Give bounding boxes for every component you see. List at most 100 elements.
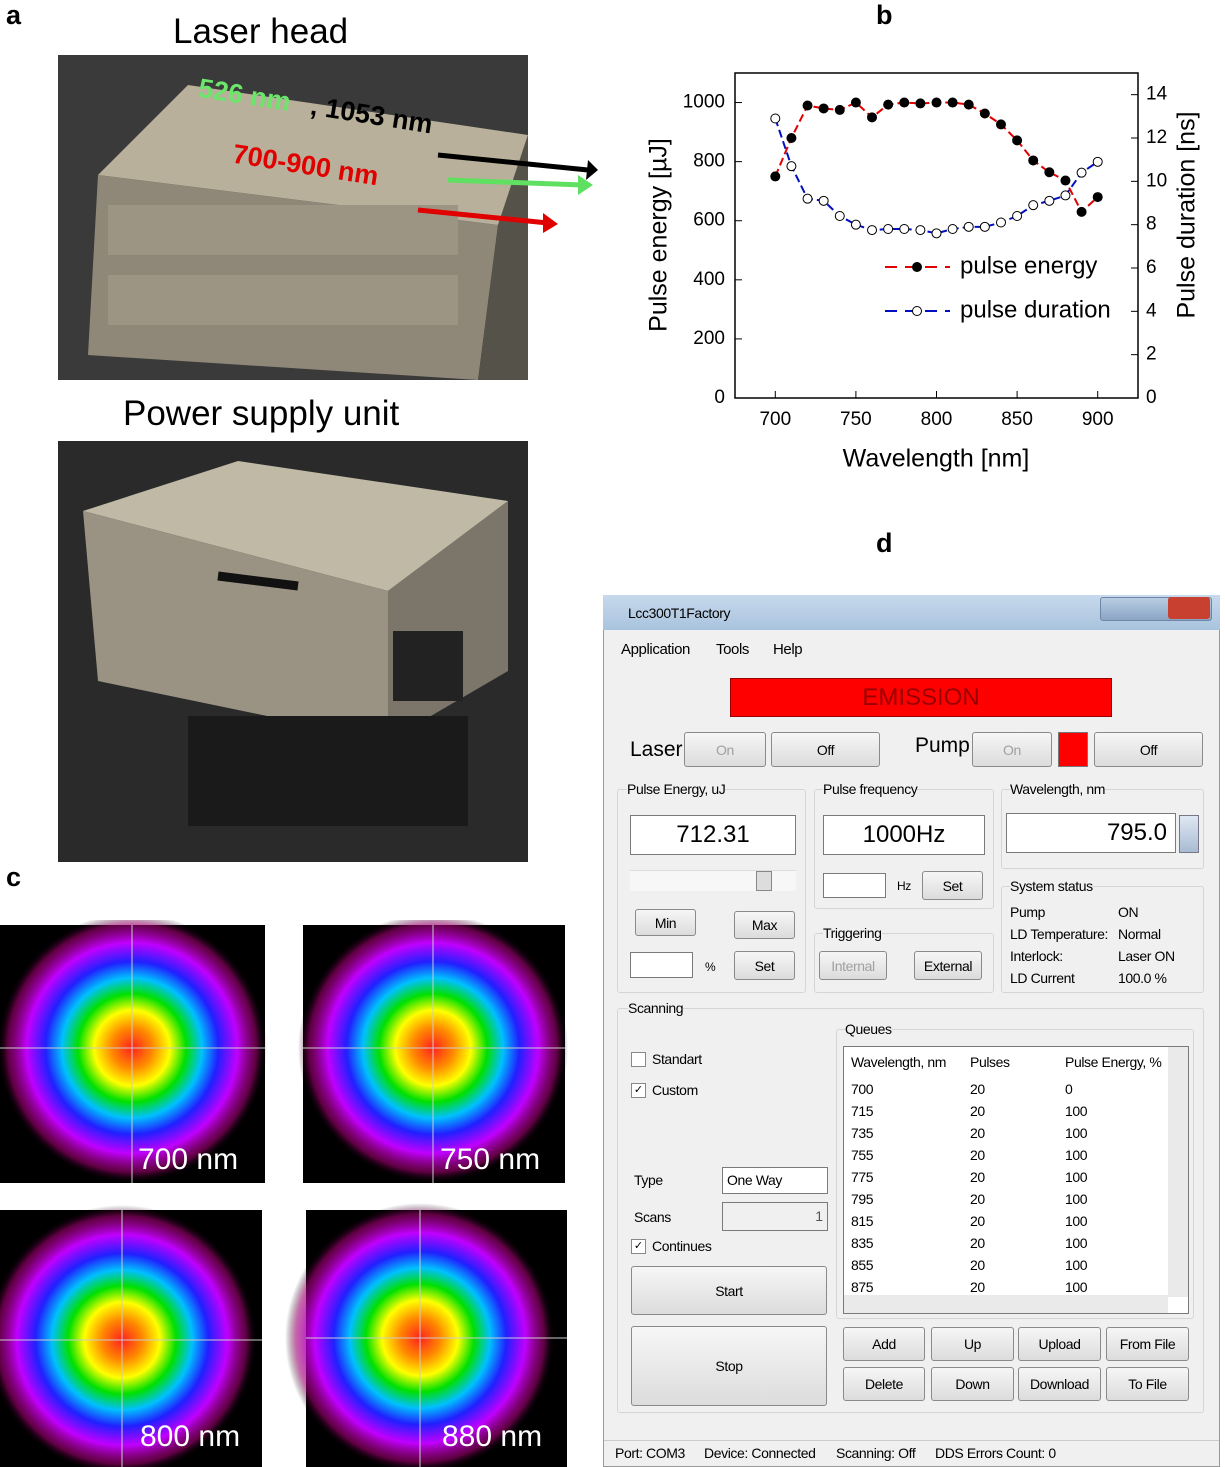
checkbox-checked[interactable]: ✓ — [631, 1083, 646, 1098]
pump-on-button[interactable]: On — [972, 732, 1052, 767]
marker — [850, 97, 861, 108]
marker — [1044, 195, 1055, 206]
table-cell: 875 — [851, 1279, 874, 1295]
menu-item[interactable]: Help — [773, 641, 803, 658]
marker — [899, 97, 910, 108]
marker — [802, 193, 813, 204]
status-value: Laser ON — [1118, 948, 1175, 964]
set-button[interactable]: Set — [734, 951, 795, 980]
external-button[interactable]: External — [914, 951, 982, 980]
marker — [979, 221, 990, 232]
queue-button[interactable]: Upload — [1018, 1327, 1101, 1361]
table-cell: 775 — [851, 1169, 874, 1185]
group-box — [836, 1029, 1194, 1319]
min-button[interactable]: Min — [635, 909, 696, 936]
marker — [1044, 167, 1055, 178]
column-header: Pulses — [970, 1054, 1010, 1070]
x-axis-label: Wavelength [nm] — [843, 445, 1030, 473]
stop-button[interactable]: Stop — [631, 1326, 827, 1406]
y-tick-label: 800 — [693, 151, 725, 172]
menu-item[interactable]: Tools — [716, 641, 750, 658]
table-cell: 0 — [1065, 1081, 1073, 1097]
beam-caption: 750 nm — [440, 1143, 541, 1176]
slider[interactable] — [630, 870, 796, 891]
scrollbar[interactable] — [1168, 1047, 1188, 1297]
series-line — [774, 118, 1099, 235]
table-cell: 100 — [1065, 1213, 1088, 1229]
marker — [770, 113, 781, 124]
checkbox[interactable] — [631, 1052, 646, 1067]
table-cell: 100 — [1065, 1191, 1088, 1207]
marker — [995, 217, 1006, 228]
start-button[interactable]: Start — [631, 1266, 827, 1315]
queue-button[interactable]: Download — [1018, 1367, 1101, 1401]
spin-buttons[interactable] — [1179, 815, 1199, 853]
marker — [1012, 211, 1023, 221]
y-tick-label: 1000 — [683, 92, 725, 113]
x-tick-label: 900 — [1082, 409, 1114, 430]
queue-button[interactable]: Down — [931, 1367, 1014, 1401]
marker — [1092, 192, 1103, 203]
table-cell: 100 — [1065, 1169, 1088, 1185]
queue-button[interactable]: From File — [1106, 1327, 1189, 1361]
y2-tick-label: 2 — [1146, 344, 1157, 365]
unit-label: % — [705, 960, 716, 974]
x-tick-label: 850 — [1001, 409, 1033, 430]
table-cell: 20 — [970, 1213, 985, 1229]
marker — [1076, 206, 1087, 217]
max-button[interactable]: Max — [734, 911, 795, 939]
internal-button[interactable]: Internal — [819, 951, 887, 980]
marker — [786, 133, 797, 143]
y2-tick-label: 14 — [1146, 84, 1168, 105]
set-button[interactable]: Set — [922, 871, 983, 900]
queue-button[interactable]: Delete — [843, 1367, 925, 1401]
pulse-energy-field[interactable]: 712.31 — [630, 815, 796, 855]
marker — [899, 224, 910, 234]
status-value: Normal — [1118, 926, 1161, 942]
type-dropdown[interactable]: One Way — [722, 1167, 828, 1194]
scans-field[interactable]: 1 — [722, 1202, 828, 1231]
panel-label: c — [6, 862, 22, 892]
laser-off-button[interactable]: Off — [771, 732, 880, 767]
queue-button[interactable]: Up — [931, 1327, 1014, 1361]
status-divider — [604, 1440, 1219, 1441]
y2-tick-label: 6 — [1146, 257, 1157, 278]
laser-on-button[interactable]: On — [684, 732, 766, 767]
marker — [1012, 135, 1023, 146]
queue-button[interactable]: To File — [1106, 1367, 1189, 1401]
marker — [1028, 155, 1039, 166]
status-key: Pump — [1010, 904, 1045, 920]
y2-tick-label: 8 — [1146, 214, 1157, 235]
table-cell: 100 — [1065, 1103, 1088, 1119]
status-bar-item: Port: COM3 — [615, 1445, 685, 1461]
table-cell: 100 — [1065, 1257, 1088, 1273]
table-cell: 835 — [851, 1235, 874, 1251]
scrollbar[interactable] — [844, 1295, 1168, 1313]
pump-off-button[interactable]: Off — [1094, 732, 1203, 767]
marker — [1092, 156, 1103, 167]
y-tick-label: 200 — [693, 328, 725, 349]
menu-item[interactable]: Application — [621, 641, 690, 658]
table-cell: 100 — [1065, 1125, 1088, 1141]
legend-marker — [912, 306, 922, 316]
panel-label: d — [876, 528, 893, 558]
close-button[interactable] — [1168, 597, 1210, 619]
checkbox-checked[interactable]: ✓ — [631, 1239, 646, 1254]
series-line — [774, 101, 1099, 214]
marker — [915, 225, 926, 236]
beam-caption: 800 nm — [140, 1420, 241, 1453]
frequency-input[interactable] — [823, 873, 886, 898]
checkbox-label: Continues — [652, 1238, 712, 1254]
x-tick-label: 700 — [759, 409, 791, 430]
queue-button[interactable]: Add — [843, 1327, 925, 1361]
percent-field[interactable] — [630, 952, 693, 978]
status-value: 100.0 % — [1118, 970, 1167, 986]
marker — [915, 98, 926, 109]
group-box — [1001, 886, 1204, 993]
legend-label: pulse energy — [960, 252, 1097, 279]
photo-title: Power supply unit — [123, 394, 400, 433]
field-label: Scans — [634, 1209, 671, 1225]
wavelength-field[interactable]: 795.0 — [1006, 813, 1176, 853]
group-title: Scanning — [628, 1000, 684, 1016]
frequency-field[interactable]: 1000Hz — [823, 815, 985, 855]
